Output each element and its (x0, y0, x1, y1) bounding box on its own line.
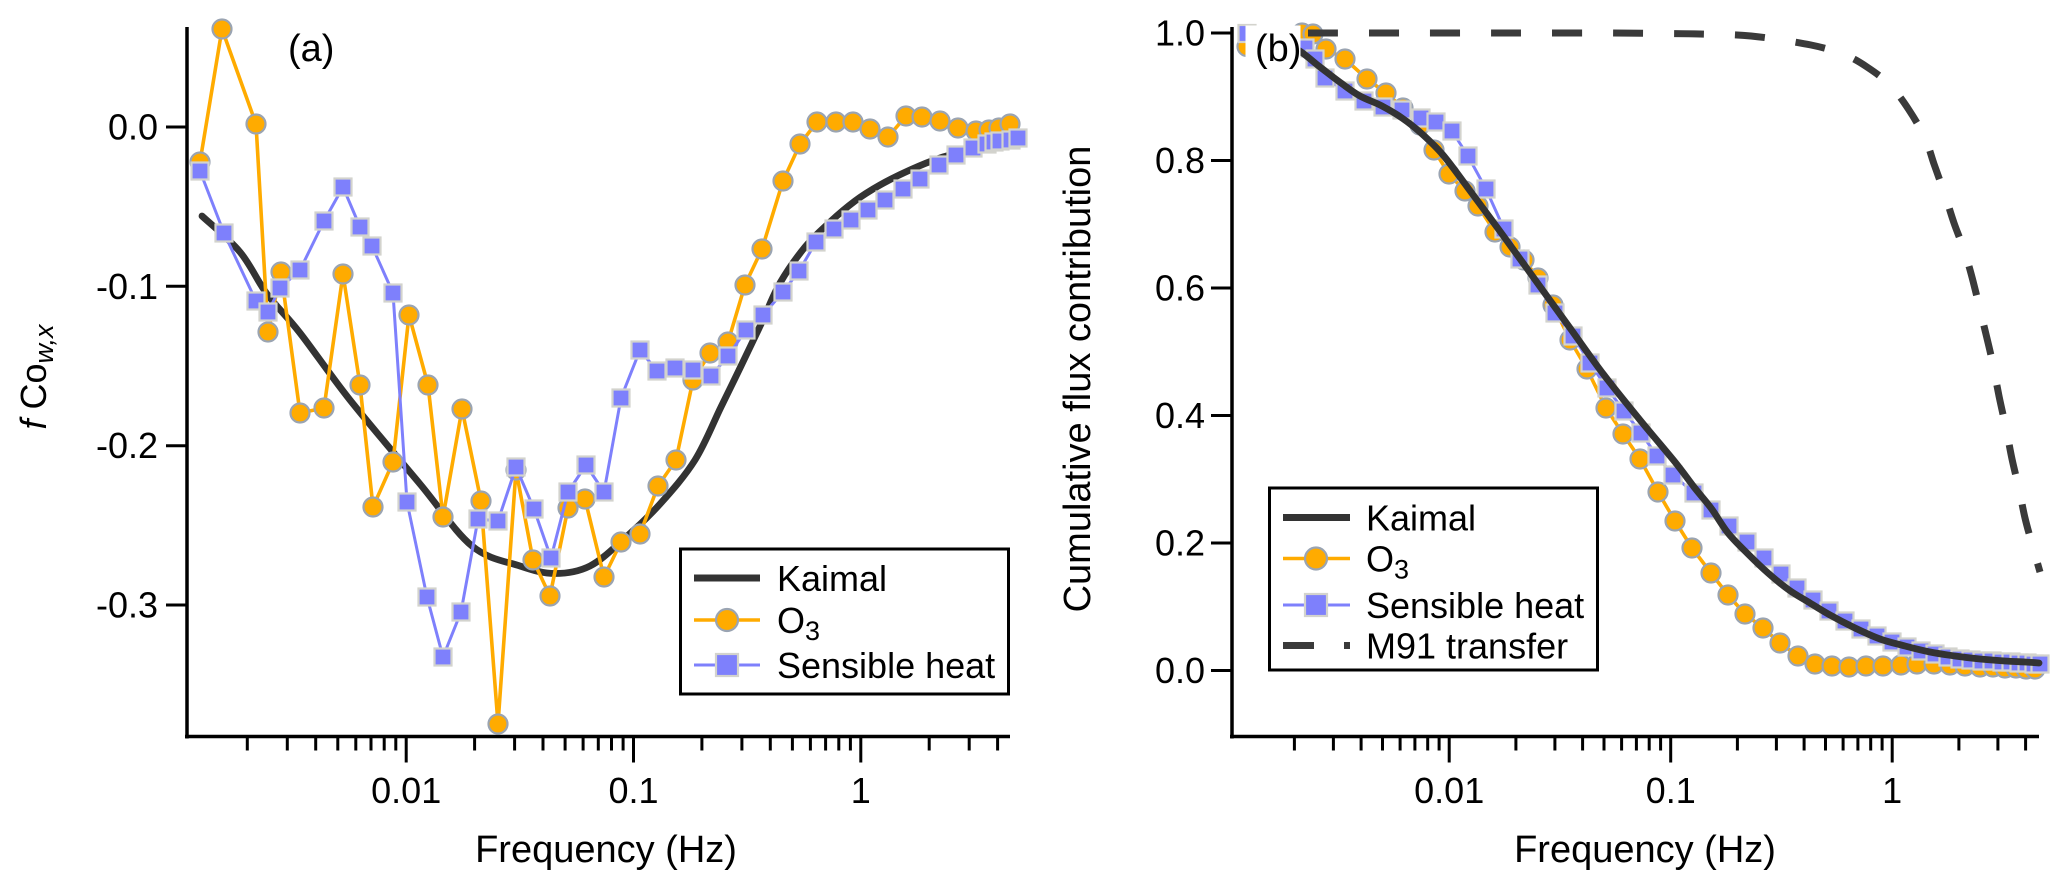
svg-text:1: 1 (851, 770, 871, 811)
svg-text:0.01: 0.01 (1414, 770, 1484, 811)
svg-text:0.0: 0.0 (108, 107, 158, 148)
svg-text:0.1: 0.1 (608, 770, 658, 811)
svg-text:M91 transfer: M91 transfer (1366, 626, 1568, 667)
svg-text:(b): (b) (1255, 28, 1301, 70)
svg-text:-0.3: -0.3 (96, 585, 158, 626)
svg-text:Kaimal: Kaimal (1366, 498, 1476, 539)
svg-text:Cumulative flux contribution: Cumulative flux contribution (1057, 146, 1099, 613)
svg-text:0.01: 0.01 (371, 770, 441, 811)
svg-text:0.2: 0.2 (1155, 523, 1205, 564)
svg-text:Frequency (Hz): Frequency (Hz) (1514, 829, 1776, 871)
svg-text:1.0: 1.0 (1155, 13, 1205, 54)
svg-text:-0.1: -0.1 (96, 266, 158, 307)
svg-text:Frequency (Hz): Frequency (Hz) (475, 829, 737, 871)
svg-text:0.4: 0.4 (1155, 395, 1205, 436)
svg-text:Sensible heat: Sensible heat (777, 645, 995, 686)
svg-text:0.8: 0.8 (1155, 140, 1205, 181)
svg-text:Kaimal: Kaimal (777, 558, 887, 599)
svg-text:0.0: 0.0 (1155, 650, 1205, 691)
svg-text:-0.2: -0.2 (96, 425, 158, 466)
svg-text:(a): (a) (288, 28, 334, 70)
svg-text:Sensible heat: Sensible heat (1366, 585, 1584, 626)
svg-text:1: 1 (1882, 770, 1902, 811)
svg-text:0.1: 0.1 (1646, 770, 1696, 811)
svg-text:0.6: 0.6 (1155, 268, 1205, 309)
svg-text:f Cow,x: f Cow,x (13, 323, 59, 430)
